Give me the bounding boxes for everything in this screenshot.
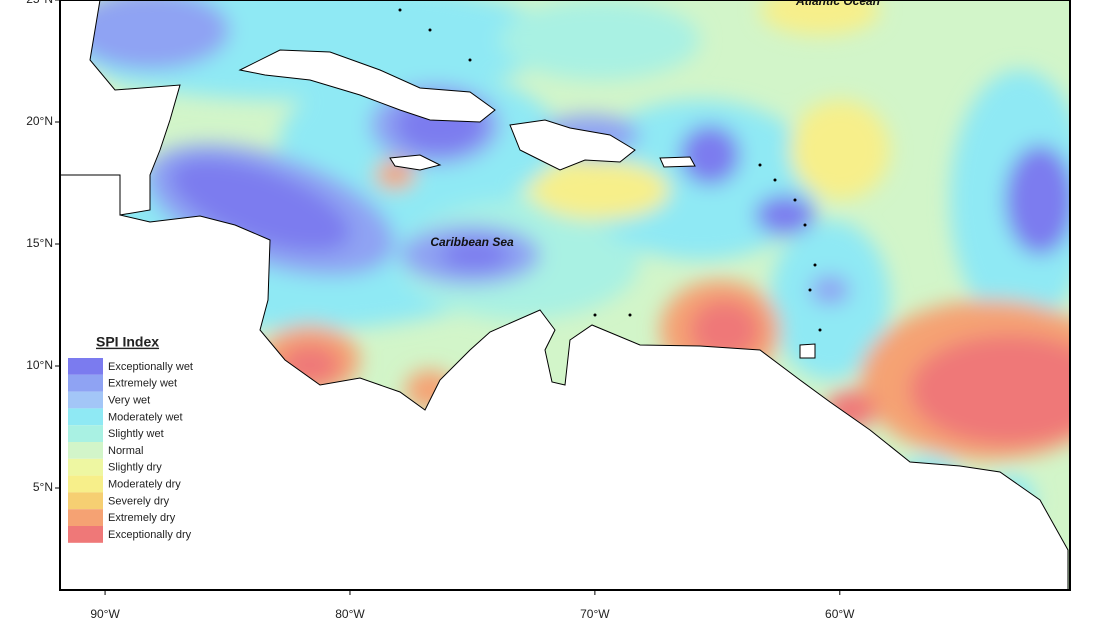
land-mainland (60, 174, 1069, 590)
legend-label: Exceptionally dry (108, 529, 192, 541)
lat-tick-label: 10°N (26, 358, 53, 372)
map-frame (59, 0, 1071, 591)
lat-tick-label: 5°N (33, 480, 53, 494)
sea-label: Caribbean Sea (430, 235, 514, 249)
legend-label: Extremely wet (108, 378, 177, 390)
legend-swatch (68, 492, 103, 510)
legend-swatch (68, 475, 103, 493)
legend-label: Very wet (108, 395, 150, 407)
island-cuba (238, 49, 496, 123)
legend-swatch (68, 391, 103, 409)
legend-label: Extremely dry (108, 512, 176, 524)
island-jamaica (389, 154, 442, 171)
legend-swatch (68, 442, 103, 459)
lon-tick-label: 80°W (335, 607, 365, 621)
legend-swatch (68, 408, 103, 426)
lat-tick-label: 20°N (26, 114, 53, 128)
legend-swatch (68, 425, 103, 442)
lon-tick-label: 90°W (90, 607, 120, 621)
legend: SPI Index Exceptionally wet Extremely wet… (68, 334, 193, 543)
legend-swatch (68, 458, 103, 476)
legend-label: Moderately dry (108, 479, 181, 491)
legend-label: Moderately wet (108, 411, 183, 423)
legend-label: Severely dry (108, 495, 170, 507)
land-yucatan (60, 0, 181, 216)
ocean-label: Atlantic Ocean (795, 0, 880, 8)
small-islands (398, 8, 822, 332)
lat-tick-label: 25°N (26, 0, 53, 6)
legend-swatch (68, 374, 103, 392)
legend-label: Slightly wet (108, 428, 164, 440)
island-hispaniola (509, 119, 636, 171)
legend-title: SPI Index (96, 334, 159, 350)
legend-swatch (68, 509, 103, 526)
island-puerto-rico (659, 156, 696, 168)
legend-label: Slightly dry (108, 462, 162, 474)
legend-swatch (68, 358, 103, 375)
lon-tick-label: 60°W (825, 607, 855, 621)
legend-label: Exceptionally wet (108, 361, 193, 373)
legend-label: Normal (108, 445, 143, 457)
lon-tick-label: 70°W (580, 607, 610, 621)
lat-tick-label: 15°N (26, 236, 53, 250)
field-blobs (60, 0, 1070, 525)
island-trinidad (799, 343, 816, 359)
spi-field (60, 0, 1070, 590)
legend-swatch (68, 526, 103, 543)
